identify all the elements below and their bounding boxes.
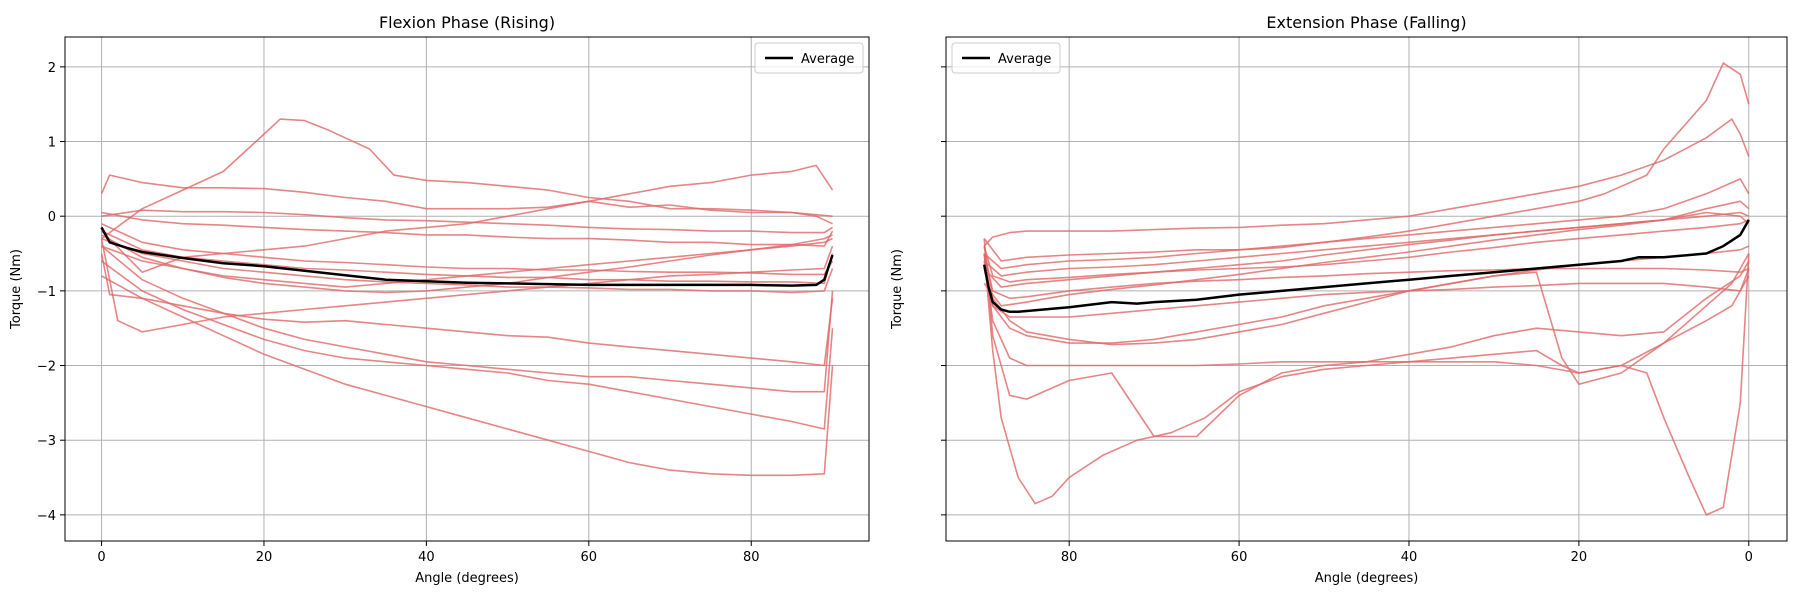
extension-trial-line-1 [983, 118, 1750, 247]
flexion-ticks: 0 20 40 60 80 −4 −3 −2 −1 0 1 2 [37, 61, 760, 565]
extension-trial-line-8 [983, 253, 1750, 516]
extension-trial-line-9 [983, 245, 1750, 386]
flexion-trial-line-10 [101, 211, 834, 247]
flexion-y-tick-label: 2 [48, 61, 56, 76]
extension-series [982, 62, 1750, 516]
extension-trial-line-11 [983, 260, 1750, 318]
extension-legend-box [951, 42, 1061, 74]
flexion-x-tick-label: 20 [256, 550, 273, 565]
extension-y-label: Torque (Nm) [890, 249, 905, 330]
extension-trial-line-7 [983, 238, 1750, 438]
flexion-trial-line-12 [101, 222, 834, 276]
extension-x-label: Angle (degrees) [1315, 571, 1419, 586]
flexion-y-tick-label: 0 [48, 210, 56, 225]
extension-chart: 80 60 40 20 0 Extension Phase (Falling) Angl… [890, 13, 1788, 586]
extension-x-tick-label: 80 [1061, 550, 1078, 565]
flexion-grid [65, 37, 869, 541]
extension-title: Extension Phase (Falling) [1266, 13, 1466, 32]
extension-x-tick-label: 60 [1231, 550, 1248, 565]
flexion-x-tick-label: 80 [743, 550, 760, 565]
flexion-x-label: Angle (degrees) [415, 571, 519, 586]
flexion-trial-line-3 [101, 275, 834, 477]
extension-x-tick-label: 40 [1401, 550, 1418, 565]
extension-trial-line-12 [983, 253, 1750, 300]
extension-legend-average-label: Average [998, 52, 1051, 67]
extension-x-tick-label: 0 [1745, 550, 1753, 565]
flexion-trial-line-7 [101, 118, 833, 240]
extension-trial-line-2 [983, 62, 1750, 262]
flexion-trial-line-11 [101, 230, 834, 285]
flexion-y-tick-label: −1 [37, 285, 56, 300]
flexion-legend-average-label: Average [801, 52, 854, 67]
flexion-title: Flexion Phase (Rising) [379, 13, 555, 32]
extension-trial-line-13 [983, 245, 1750, 344]
extension-trial-line-10 [983, 253, 1750, 374]
flexion-trial-line-6 [100, 174, 833, 217]
extension-trial-line-14 [983, 219, 1750, 283]
flexion-x-tick-label: 60 [581, 550, 598, 565]
flexion-trial-line-5 [100, 245, 834, 393]
flexion-x-tick-label: 40 [418, 550, 435, 565]
flexion-x-tick-label: 0 [97, 550, 105, 565]
extension-x-tick-label: 20 [1571, 550, 1588, 565]
flexion-chart: 0 20 40 60 80 −4 −3 −2 −1 0 1 2 Flexion Phase (Risi… [9, 13, 870, 586]
flexion-y-label: Torque (Nm) [9, 249, 24, 330]
flexion-axes-frame [64, 36, 870, 542]
extension-legend: Average [951, 42, 1061, 74]
flexion-series [100, 118, 834, 477]
flexion-y-tick-label: 1 [48, 136, 56, 151]
flexion-trial-line-1 [100, 253, 834, 367]
flexion-y-tick-label: −4 [37, 509, 56, 524]
flexion-y-tick-label: −3 [37, 434, 56, 449]
extension-axes-frame [945, 36, 1788, 542]
extension-trial-line-6 [983, 211, 1750, 307]
flexion-y-tick-label: −2 [37, 360, 56, 375]
flexion-trial-line-15 [101, 234, 833, 294]
flexion-trial-line-9 [101, 209, 833, 234]
extension-average-line [982, 219, 1750, 314]
flexion-legend: Average [754, 42, 864, 74]
flexion-trial-line-8 [100, 164, 834, 274]
flexion-legend-box [754, 42, 864, 74]
extension-ticks: 80 60 40 20 0 [941, 66, 1753, 565]
extension-trial-line-3 [983, 178, 1750, 270]
flexion-trial-line-4 [101, 260, 834, 430]
flexion-average-line [100, 226, 834, 287]
